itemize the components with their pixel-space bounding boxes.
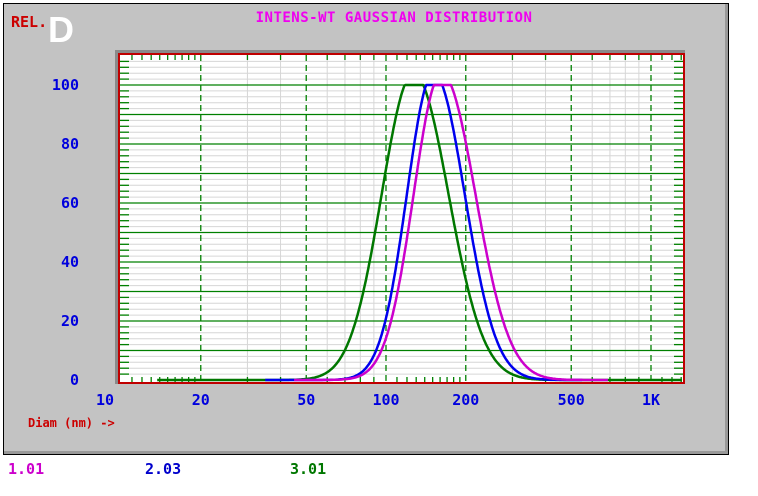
x-tick-label-1K: 1K — [641, 391, 661, 409]
y-axis-unit-label: REL. — [11, 13, 48, 31]
curve-1.01 — [293, 83, 609, 382]
legend-item-2.03: 2.03 — [145, 460, 182, 478]
x-tick-label-20: 20 — [191, 391, 210, 409]
x-axis-title: Diam (nm) -> — [28, 416, 115, 430]
y-tick-label-40: 40 — [60, 253, 79, 271]
chart-title: INTENS-WT GAUSSIAN DISTRIBUTION — [255, 10, 533, 26]
x-tick-label-50: 50 — [297, 391, 316, 409]
x-tick-label-500: 500 — [557, 391, 585, 409]
y-tick-label-100: 100 — [51, 76, 79, 94]
y-tick-label-20: 20 — [60, 312, 79, 330]
big-letter-d: D — [48, 9, 74, 50]
legend-item-3.01: 3.01 — [290, 460, 327, 478]
x-tick-label-100: 100 — [372, 391, 400, 409]
y-tick-label-60: 60 — [60, 194, 79, 212]
plot-shadow — [115, 50, 685, 384]
plot-area — [118, 53, 685, 384]
y-tick-label-0: 0 — [69, 371, 79, 389]
legend-item-1.01: 1.01 — [8, 460, 45, 478]
x-tick-label-10: 10 — [95, 391, 115, 409]
distribution-plot — [120, 55, 683, 382]
y-tick-label-80: 80 — [60, 135, 79, 153]
instrument-panel: REL. D INTENS-WT GAUSSIAN DISTRIBUTION 0… — [3, 3, 729, 455]
x-tick-label-200: 200 — [452, 391, 480, 409]
